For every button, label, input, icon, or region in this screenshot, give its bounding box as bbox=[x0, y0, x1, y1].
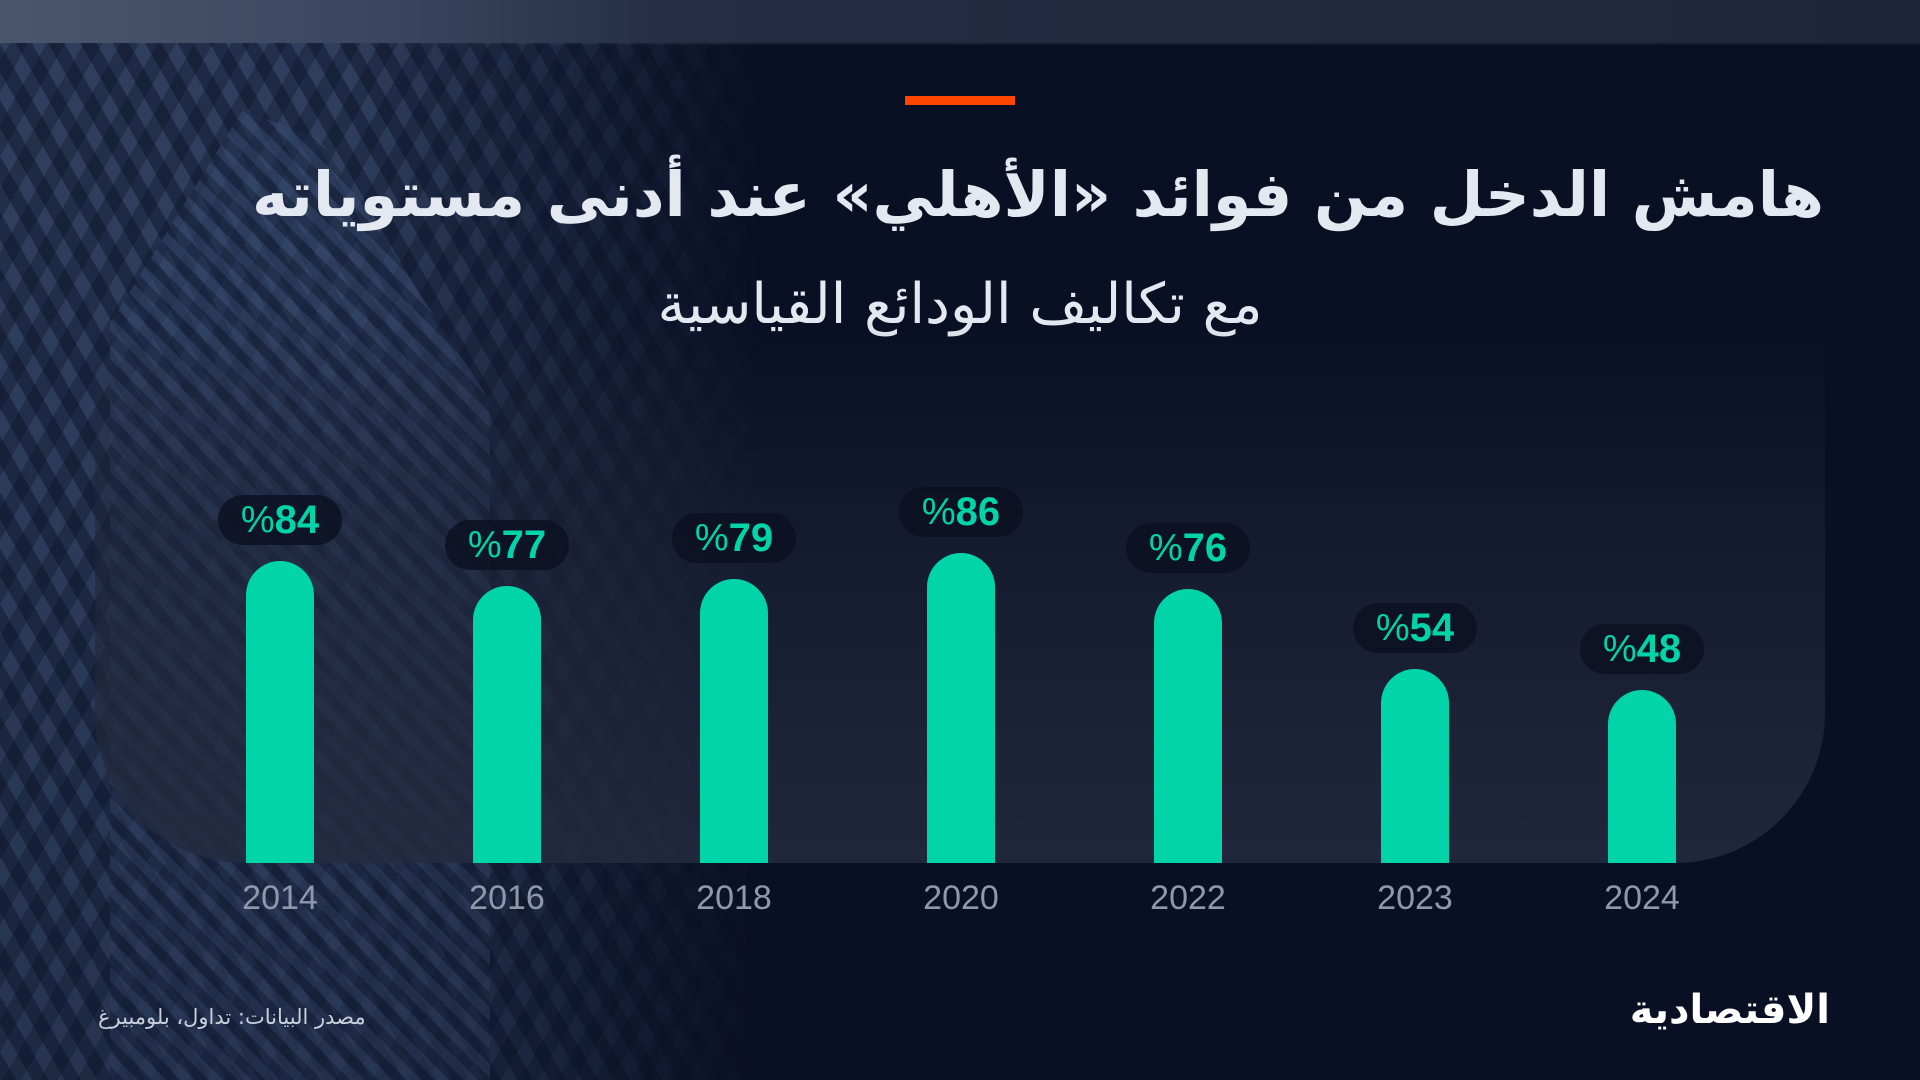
percent-sign: % bbox=[1148, 527, 1183, 569]
percent-sign: % bbox=[240, 499, 275, 541]
value-label: % 79 bbox=[672, 513, 796, 563]
value-label: % 54 bbox=[1353, 603, 1477, 653]
top-band bbox=[0, 0, 1920, 45]
value-number: 76 bbox=[1182, 526, 1228, 570]
value-label: % 86 bbox=[899, 487, 1023, 537]
x-tick-label: 2022 bbox=[1150, 879, 1226, 917]
bar-2018 bbox=[700, 579, 768, 863]
publisher-logo: الاقتصادية bbox=[1629, 987, 1831, 1033]
bar-2022 bbox=[1154, 589, 1222, 863]
percent-sign: % bbox=[694, 517, 729, 559]
bar-2014 bbox=[246, 561, 314, 863]
x-tick-label: 2023 bbox=[1377, 879, 1453, 917]
value-number: 48 bbox=[1636, 627, 1682, 671]
value-number: 86 bbox=[955, 490, 1001, 534]
value-number: 54 bbox=[1409, 606, 1455, 650]
percent-sign: % bbox=[1375, 607, 1410, 649]
value-number: 84 bbox=[274, 498, 320, 542]
value-number: 77 bbox=[501, 523, 547, 567]
chart-title: هامش الدخل من فوائد «الأهلي» عند أدنى مس… bbox=[252, 158, 1824, 231]
x-tick-label: 2016 bbox=[469, 879, 545, 917]
bar-2020 bbox=[927, 553, 995, 863]
x-tick-label: 2020 bbox=[923, 879, 999, 917]
data-source-note: مصدر البيانات: تداول، بلومبيرغ bbox=[98, 1005, 366, 1029]
value-label: % 76 bbox=[1126, 523, 1250, 573]
percent-sign: % bbox=[467, 524, 502, 566]
bar-2023 bbox=[1381, 669, 1449, 863]
bar-2016 bbox=[473, 586, 541, 863]
accent-bar bbox=[905, 96, 1015, 105]
percent-sign: % bbox=[1602, 628, 1637, 670]
value-label: % 77 bbox=[445, 520, 569, 570]
value-label: % 48 bbox=[1580, 624, 1704, 674]
bar-2024 bbox=[1608, 690, 1676, 863]
value-number: 79 bbox=[728, 516, 774, 560]
x-tick-label: 2018 bbox=[696, 879, 772, 917]
x-tick-label: 2014 bbox=[242, 879, 318, 917]
x-tick-label: 2024 bbox=[1604, 879, 1680, 917]
value-label: % 84 bbox=[218, 495, 342, 545]
percent-sign: % bbox=[921, 491, 956, 533]
